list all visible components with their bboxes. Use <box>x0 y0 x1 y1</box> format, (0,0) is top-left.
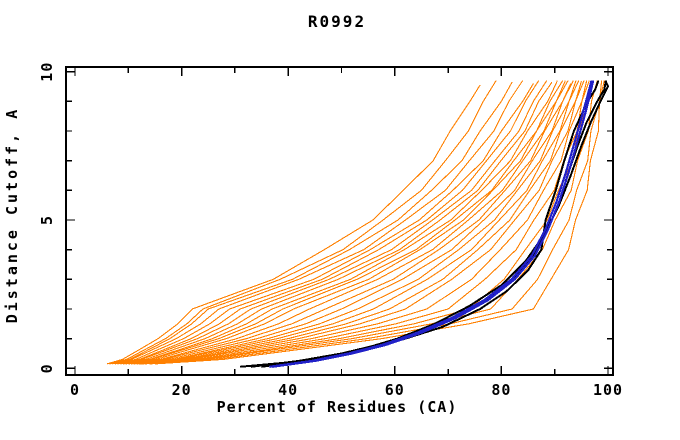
plot-border <box>65 66 614 376</box>
prediction-05-curve <box>114 83 534 365</box>
axis-ticks <box>67 68 612 374</box>
x-tick-label-80: 80 <box>491 381 511 399</box>
plot-frame <box>65 66 614 376</box>
prediction-10-curve <box>122 80 564 365</box>
prediction-18-curve <box>138 80 585 365</box>
prediction-14-curve <box>130 80 574 365</box>
x-tick-label-100: 100 <box>593 381 623 399</box>
prediction-17-curve <box>136 81 582 365</box>
axis-tick-labels: 0 20 40 60 80 100 0 5 10 <box>38 62 623 399</box>
prediction-12-curve <box>128 80 569 365</box>
prediction-11-curve <box>125 80 566 365</box>
prediction-13-curve <box>128 83 572 365</box>
prediction-02-curve <box>109 80 497 365</box>
prediction-24-curve <box>154 80 605 365</box>
x-tick-label-60: 60 <box>385 381 405 399</box>
y-tick-label-5: 5 <box>38 215 56 225</box>
x-axis-label: Percent of Residues (CA) <box>217 398 458 416</box>
prediction-06-curve <box>117 80 540 365</box>
reference-1-curve <box>240 80 600 368</box>
prediction-23-curve <box>149 80 603 365</box>
x-tick-label-20: 20 <box>172 381 192 399</box>
prediction-22-curve <box>144 80 598 365</box>
y-axis-label: Distance Cutoff, A <box>3 107 21 324</box>
prediction-16-curve <box>133 80 580 365</box>
chart-title: R0992 <box>308 12 366 31</box>
prediction-20-curve <box>141 80 590 365</box>
prediction-08-curve <box>120 81 553 365</box>
y-tick-label-0: 0 <box>38 363 56 373</box>
prediction-01-curve <box>106 84 481 365</box>
x-tick-label-40: 40 <box>278 381 298 399</box>
y-tick-label-10: 10 <box>38 62 56 82</box>
prediction-19-curve <box>138 80 588 365</box>
prediction-04-curve <box>112 80 524 365</box>
x-tick-label-0: 0 <box>70 381 80 399</box>
prediction-03-curve <box>112 81 513 365</box>
prediction-09-curve <box>122 80 558 365</box>
curves <box>106 80 609 368</box>
prediction-15-curve <box>133 80 577 365</box>
highlight-2-curve <box>269 80 593 368</box>
prediction-07-curve <box>117 80 548 365</box>
